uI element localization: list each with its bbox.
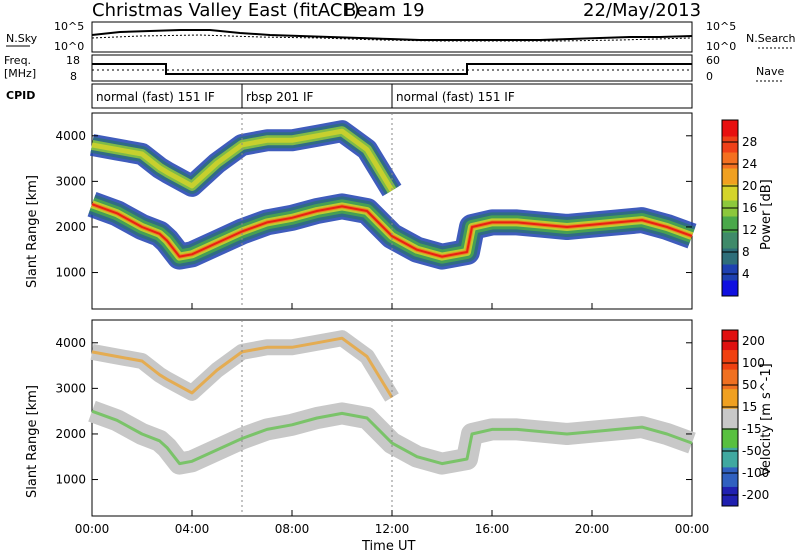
velocity-band-ionospheric-lower-highlight xyxy=(91,409,693,466)
xtick-label: 04:00 xyxy=(175,522,210,536)
cpid-label-1: rbsp 201 IF xyxy=(246,90,313,104)
freq-unit-label: [MHz] xyxy=(4,67,36,80)
nsearch-trace xyxy=(91,34,693,42)
nsearch-label: N.Search xyxy=(746,32,796,45)
power-colorbar-swatch xyxy=(722,120,738,137)
title-text: Christmas Valley East (fitACF) xyxy=(92,0,360,21)
velocity-colorbar-tick-label: -200 xyxy=(742,488,769,502)
velocity-colorbar: 200 100 50 15 -15 -50 -100 -200 xyxy=(721,329,769,507)
velocity-ytick-label: 4000 xyxy=(55,336,86,350)
power-bands xyxy=(87,120,697,270)
nave-label: Nave xyxy=(756,65,784,78)
power-band-ionospheric-upper-layer-3 xyxy=(91,128,395,192)
power-ytick-label: 1000 xyxy=(55,266,86,280)
xtick-label: 00:00 xyxy=(675,522,710,536)
nsky-trace xyxy=(91,29,693,41)
freq-tick-top: 18 xyxy=(66,54,80,67)
velocity-axes: 1000 2000 3000 4000 xyxy=(55,320,692,516)
power-colorbar-swatch xyxy=(722,248,738,265)
freq-tick-bottom: 8 xyxy=(70,70,77,83)
date-text: 22/May/2013 xyxy=(583,0,701,21)
power-colorbar-swatch xyxy=(722,168,738,185)
power-colorbar-tick-label: 16 xyxy=(742,201,757,215)
freq-panel xyxy=(91,54,693,82)
power-colorbar-tick-label: 8 xyxy=(742,245,750,259)
xtick-label: 08:00 xyxy=(275,522,310,536)
power-ytick-label: 3000 xyxy=(55,174,86,188)
velocity-colorbar-swatch xyxy=(722,486,738,507)
power-band-ionospheric-lower-layer-5 xyxy=(91,203,693,258)
nave-tick-bottom: 0 xyxy=(706,70,713,83)
velocity-colorbar-tick-label: 15 xyxy=(742,400,757,414)
cpid-segments: normal (fast) 151 IF rbsp 201 IF normal (f… xyxy=(96,84,515,108)
freq-trace xyxy=(92,63,692,75)
power-colorbar-tick-label: 20 xyxy=(742,179,757,193)
velocity-colorbar-tick-label: 50 xyxy=(742,378,757,392)
xtick-label: 20:00 xyxy=(575,522,610,536)
velocity-colorbar-swatch xyxy=(722,349,738,370)
power-colorbar-label: Power [dB] xyxy=(759,179,774,250)
nsky-tick-top: 10^5 xyxy=(54,20,84,33)
nsky-label: N.Sky xyxy=(6,32,38,45)
velocity-colorbar-label: Velocity [m s^-1] xyxy=(759,363,774,476)
velocity-colorbar-tick-label: -100 xyxy=(742,466,769,480)
velocity-colorbar-swatch xyxy=(722,427,738,448)
velocity-colorbar-swatch xyxy=(722,447,738,468)
nsearch-tick-bottom: 10^0 xyxy=(706,40,736,53)
velocity-panel xyxy=(91,319,693,517)
x-axis-label: Time UT xyxy=(361,539,415,554)
power-colorbar-swatch xyxy=(722,280,738,297)
power-colorbar-swatch xyxy=(722,184,738,201)
nsky-tick-bottom: 10^0 xyxy=(54,40,84,53)
power-colorbar-swatch xyxy=(722,152,738,169)
velocity-band-ionospheric-upper-highlight xyxy=(91,336,394,399)
power-colorbar-swatch xyxy=(722,136,738,153)
velocity-colorbar-frame xyxy=(721,329,739,507)
velocity-colorbar-swatch xyxy=(722,330,738,351)
power-axes: 1000 2000 3000 4000 xyxy=(55,113,692,309)
cpid-label-0: normal (fast) 151 IF xyxy=(96,90,215,104)
velocity-colorbar-swatch xyxy=(722,466,738,487)
nave-tick-top: 60 xyxy=(706,54,720,67)
velocity-colorbar-tick-label: 100 xyxy=(742,356,765,370)
xtick-label: 12:00 xyxy=(375,522,410,536)
power-ylabel: Slant Range [km] xyxy=(25,175,40,288)
power-ytick-label: 4000 xyxy=(55,129,86,143)
x-axis: 00:00 04:00 08:00 12:00 16:00 20:00 00:00 xyxy=(75,303,710,536)
velocity-colorbar-tick-label: -50 xyxy=(742,444,762,458)
power-colorbar-tick-label: 24 xyxy=(742,157,757,171)
freq-label: Freq. xyxy=(4,54,31,67)
velocity-ytick-label: 3000 xyxy=(55,381,86,395)
velocity-colorbar-swatch xyxy=(722,388,738,409)
nsearch-tick-top: 10^5 xyxy=(706,20,736,33)
power-colorbar-swatch xyxy=(722,216,738,233)
velocity-colorbar-swatch xyxy=(722,369,738,390)
velocity-ytick-label: 2000 xyxy=(55,427,86,441)
power-colorbar-swatch xyxy=(722,232,738,249)
xtick-label: 16:00 xyxy=(475,522,510,536)
velocity-colorbar-swatch xyxy=(722,408,738,429)
velocity-ylabel: Slant Range [km] xyxy=(25,385,40,498)
beam-text: Beam 19 xyxy=(344,0,425,21)
power-colorbar: 4 8 12 16 20 24 28 xyxy=(721,119,757,297)
power-ytick-label: 2000 xyxy=(55,220,86,234)
cpid-label: CPID xyxy=(6,89,35,102)
velocity-ytick-label: 1000 xyxy=(55,473,86,487)
velocity-colorbar-tick-label: 200 xyxy=(742,334,765,348)
power-colorbar-tick-label: 12 xyxy=(742,223,757,237)
power-colorbar-swatch xyxy=(722,264,738,281)
power-colorbar-tick-label: 4 xyxy=(742,267,750,281)
cpid-label-2: normal (fast) 151 IF xyxy=(396,90,515,104)
velocity-bands xyxy=(88,330,696,475)
xtick-label: 00:00 xyxy=(75,522,110,536)
velocity-colorbar-tick-label: -15 xyxy=(742,422,762,436)
power-colorbar-tick-label: 28 xyxy=(742,135,757,149)
